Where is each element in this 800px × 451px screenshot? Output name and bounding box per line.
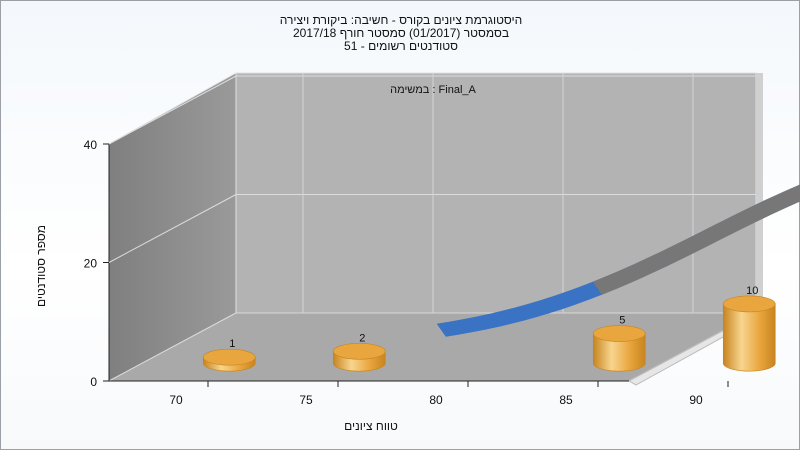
side-wall-gridline bbox=[108, 194, 237, 263]
x-tick-label: 90 bbox=[689, 393, 703, 407]
x-tick-label: 75 bbox=[299, 393, 313, 407]
histogram-bar-label: 1 bbox=[229, 338, 235, 350]
x-axis-label: טווח ציונים bbox=[344, 419, 398, 433]
histogram-bar-top bbox=[592, 325, 646, 342]
distribution-curve-shaded bbox=[592, 184, 800, 295]
histogram-bar-top bbox=[332, 343, 386, 360]
histogram-bar-top bbox=[722, 295, 776, 313]
histogram-bar-body bbox=[722, 303, 776, 372]
histogram-bar: 10 bbox=[722, 285, 776, 372]
chart-title-line-2: בסמסטר (01/2017) סמסטר חורף 2017/18 bbox=[292, 26, 510, 40]
histogram-bar-body bbox=[592, 333, 646, 372]
chart-title-line-1: היסטוגרמת ציונים בקורס - חשיבה: ביקורת ו… bbox=[279, 13, 523, 27]
histogram-bar-label: 2 bbox=[359, 332, 365, 344]
x-tick-label: 85 bbox=[559, 393, 573, 407]
histogram-bar: 2 bbox=[332, 332, 386, 372]
histogram-bar: 1 bbox=[202, 338, 256, 372]
y-tick-label: 40 bbox=[84, 138, 98, 152]
histogram-bar-label: 10 bbox=[746, 285, 758, 297]
chart-back-wall bbox=[235, 72, 757, 314]
distribution-curve bbox=[436, 184, 800, 337]
y-tick-label: 20 bbox=[84, 257, 98, 271]
y-axis-label: מספר סטודנטים bbox=[34, 224, 48, 308]
side-wall-gridline bbox=[108, 75, 237, 145]
y-tick-label: 0 bbox=[90, 375, 97, 389]
x-tick-label: 70 bbox=[169, 393, 183, 407]
histogram-bar-top bbox=[202, 348, 256, 366]
chart-back-edge bbox=[756, 73, 763, 315]
x-tick-label: 80 bbox=[429, 393, 443, 407]
histogram-bar: 5 bbox=[592, 315, 646, 372]
chart-inner-title: במשימה : Final_A bbox=[390, 84, 476, 96]
histogram-bar-label: 5 bbox=[619, 315, 625, 327]
chart-title-line-3: סטודנטים רשומים - 51 bbox=[344, 39, 458, 53]
